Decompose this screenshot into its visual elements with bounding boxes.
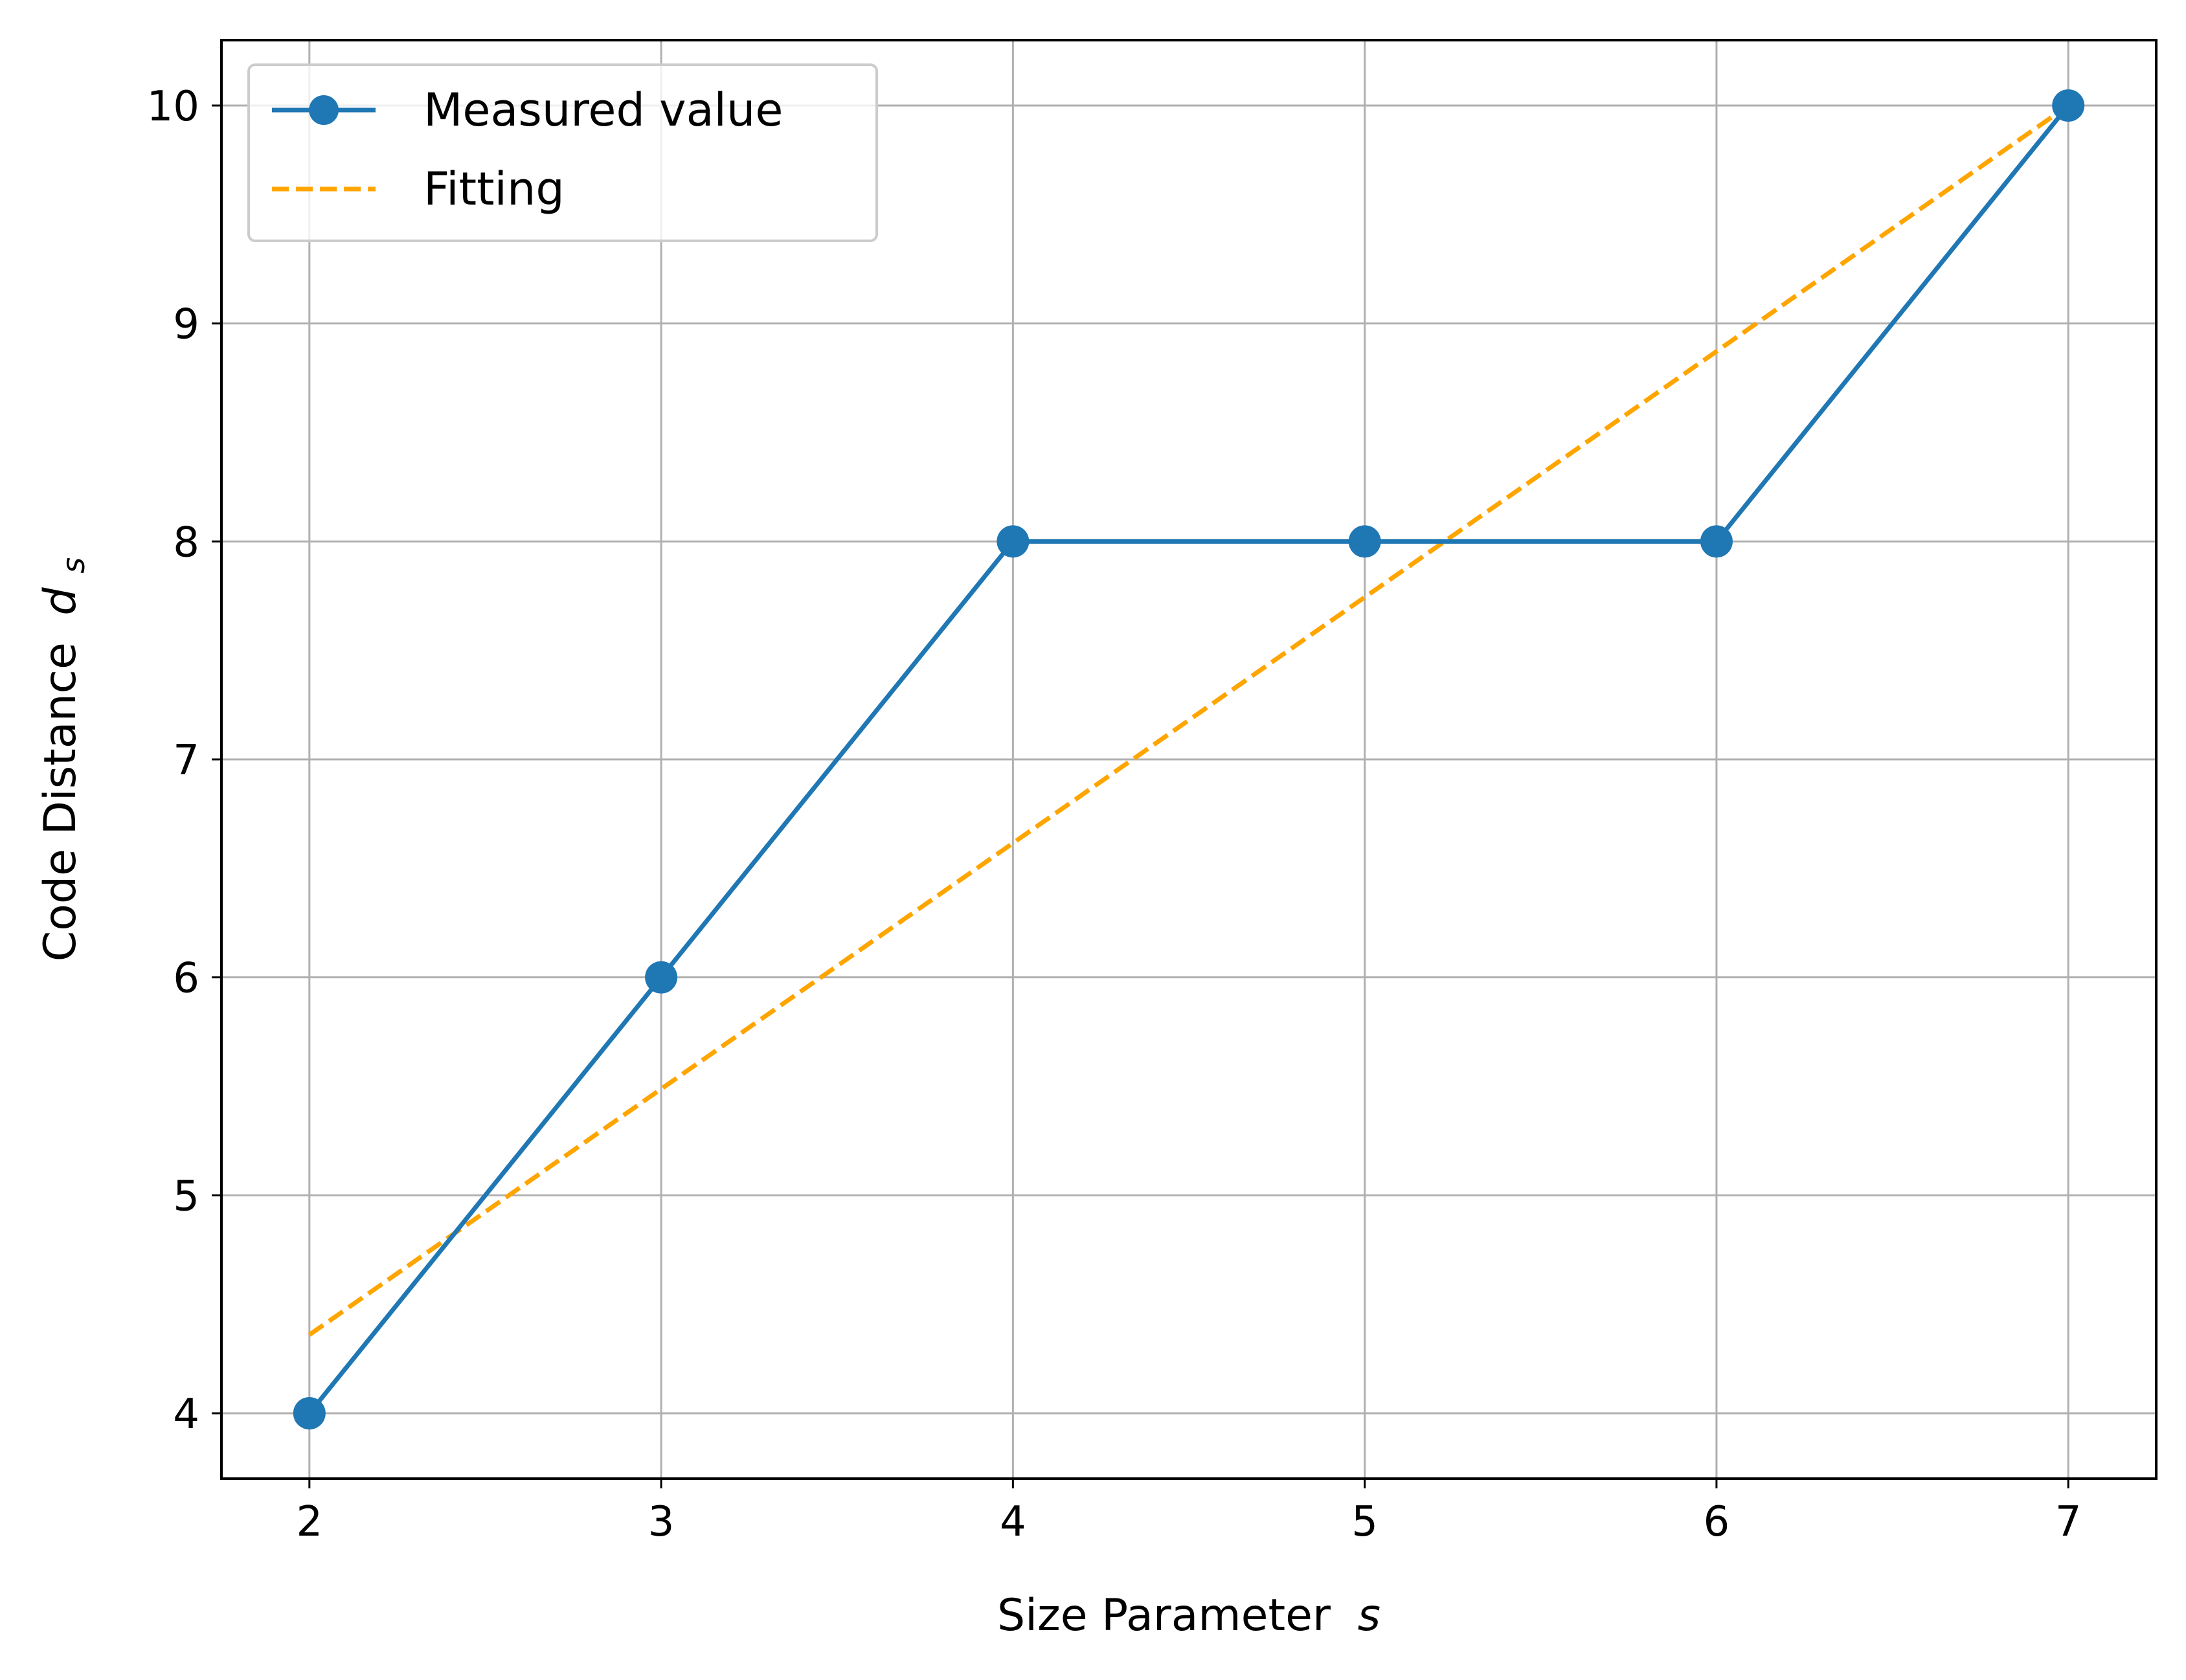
measured-value-point xyxy=(645,961,678,994)
legend-label-measured-value: Measured value xyxy=(423,84,783,137)
x-axis-label-text: Size Parameter xyxy=(997,1590,1331,1641)
axis-ticks: 2 3 4 5 6 7 4 5 6 7 8 9 10 xyxy=(147,83,2082,1546)
x-axis-label: Size Parameter s xyxy=(997,1590,1380,1641)
fitting-line xyxy=(308,104,2070,1337)
x-tick-label: 5 xyxy=(1351,1498,1378,1546)
y-axis-label-variable: d xyxy=(35,587,86,616)
x-tick-label: 6 xyxy=(1704,1498,1730,1546)
y-tick-label: 5 xyxy=(173,1172,199,1220)
plot-series xyxy=(293,89,2085,1429)
y-axis-label-text: Code Distance xyxy=(35,642,86,961)
measured-value-line xyxy=(308,104,2070,1415)
measured-value-point xyxy=(2052,89,2085,122)
legend-label-fitting: Fitting xyxy=(423,162,565,216)
x-tick-label: 4 xyxy=(1000,1498,1026,1546)
legend-marker-measured-value xyxy=(309,95,339,125)
y-tick-label: 10 xyxy=(147,83,199,131)
x-tick-label: 2 xyxy=(296,1498,322,1546)
measured-value-point xyxy=(293,1397,326,1429)
y-tick-label: 6 xyxy=(173,955,199,1003)
y-tick-label: 8 xyxy=(173,519,199,566)
measured-value-point xyxy=(997,525,1030,558)
y-tick-label: 7 xyxy=(173,737,199,785)
y-tick-label: 9 xyxy=(173,301,199,349)
x-tick-label: 3 xyxy=(648,1498,675,1546)
measured-value-point xyxy=(1348,525,1381,558)
measured-value-point xyxy=(1700,525,1733,558)
y-axis-label-subscript: s xyxy=(56,557,92,574)
grid-lines xyxy=(221,40,2156,1479)
y-tick-label: 4 xyxy=(173,1391,199,1439)
x-axis-label-variable: s xyxy=(1358,1590,1380,1641)
y-axis-label: Code Distance d s xyxy=(35,557,92,961)
legend: Measured value Fitting xyxy=(247,63,878,242)
x-tick-label: 7 xyxy=(2055,1498,2082,1546)
legend-box xyxy=(247,63,878,242)
